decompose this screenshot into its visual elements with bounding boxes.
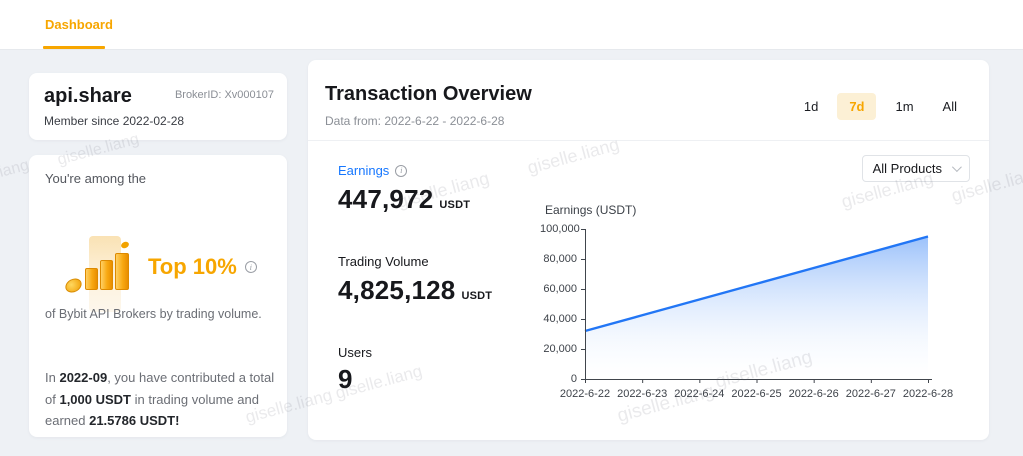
x-axis-tick-label: 2022-6-27 <box>845 388 896 400</box>
stat-value-number: 9 <box>338 364 353 394</box>
member-since: Member since 2022-02-28 <box>44 114 185 128</box>
x-axis-tick-label: 2022-6-22 <box>559 388 611 400</box>
divider <box>308 140 989 141</box>
x-axis-tick-label: 2022-6-26 <box>788 388 839 400</box>
range-button-7d[interactable]: 7d <box>837 93 877 120</box>
tab-dashboard[interactable]: Dashboard <box>43 0 113 49</box>
x-axis-tick-label: 2022-6-23 <box>617 388 668 400</box>
stat-value-number: 447,972 <box>338 184 434 214</box>
y-axis-tick-label: 80,000 <box>543 253 577 265</box>
summary-segment: In <box>45 370 60 385</box>
range-button-1m[interactable]: 1m <box>885 93 923 120</box>
y-axis-tick-label: 40,000 <box>543 313 577 325</box>
time-range-switch: 1d 7d 1m All <box>794 93 967 120</box>
stat-earnings-label[interactable]: Earnings i <box>338 163 488 178</box>
bar-chart-icon <box>115 253 129 290</box>
broker-name: api.share <box>44 85 132 107</box>
stat-users-value: 9 <box>338 364 558 395</box>
area-chart-svg <box>581 229 932 383</box>
stat-trading-volume-label: Trading Volume <box>338 254 488 269</box>
broker-id: BrokerID: Xv000107 <box>174 89 274 101</box>
stat-value-unit: USDT <box>461 290 493 302</box>
product-filter-select[interactable]: All Products <box>861 155 970 182</box>
earnings-line-series <box>584 235 929 333</box>
product-filter-value: All Products <box>872 161 942 176</box>
watermark-text: giselle.liang <box>0 156 31 195</box>
x-axis-tick-label: 2022-6-28 <box>902 388 954 400</box>
x-axis-tick-label: 2022-6-25 <box>731 388 782 400</box>
rank-card: You're among the Top 10% i of Bybit API … <box>29 155 287 437</box>
range-button-all[interactable]: All <box>933 93 967 120</box>
bar-chart-icon <box>100 260 113 290</box>
x-axis-tick-label: 2022-6-24 <box>674 388 725 400</box>
y-axis-tick-label: 0 <box>570 373 577 385</box>
chart-title: Earnings (USDT) <box>545 203 637 217</box>
rank-value: Top 10% <box>148 254 237 279</box>
summary-segment: , you have contributed a total of <box>45 370 275 407</box>
summary-segment: 1,000 USDT <box>59 391 132 407</box>
summary-segment: 2022-09 <box>59 370 108 385</box>
y-axis-tick-label: 60,000 <box>543 283 577 295</box>
stat-users-label: Users <box>338 345 488 360</box>
transaction-overview-card: Transaction Overview Data from: 2022-6-2… <box>308 60 989 440</box>
earnings-chart: Earnings (USDT) 0 20,000 40,000 60,000 80,00… <box>540 200 992 418</box>
stat-value-number: 4,825,128 <box>338 275 456 305</box>
tab-dashboard-label: Dashboard <box>45 17 113 32</box>
rank-caption: of Bybit API Brokers by trading volume. <box>45 307 262 321</box>
stat-label-text: Users <box>338 345 372 360</box>
stat-earnings-value: 447,972 USDT <box>338 184 558 215</box>
rank-line: Top 10% i <box>148 254 257 280</box>
stat-trading-volume-value: 4,825,128 USDT <box>338 275 558 306</box>
y-axis-tick-label: 20,000 <box>543 343 577 355</box>
summary-segment: in trading volume and earned <box>45 391 259 429</box>
date-range-subtitle: Data from: 2022-6-22 - 2022-6-28 <box>325 114 505 128</box>
top-nav: Dashboard <box>0 0 1023 49</box>
stat-label-text: Earnings <box>338 163 390 178</box>
broker-card: api.share BrokerID: Xv000107 Member sinc… <box>29 73 287 140</box>
info-icon[interactable]: i <box>244 261 257 273</box>
stat-label-text: Trading Volume <box>338 254 429 269</box>
rank-intro: You're among the <box>45 171 147 186</box>
contribution-summary: In 2022-09, you have contributed a total… <box>45 367 275 432</box>
page-title: Transaction Overview <box>325 83 532 105</box>
info-icon[interactable]: i <box>395 164 408 177</box>
range-button-1d[interactable]: 1d <box>794 93 828 120</box>
rank-bars-icon <box>53 236 145 312</box>
earnings-area-fill <box>585 236 928 379</box>
stat-value-unit: USDT <box>439 199 471 211</box>
spark-icon <box>120 240 130 250</box>
active-tab-underline <box>43 46 105 49</box>
coin-icon <box>62 275 85 296</box>
chevron-down-icon <box>951 162 962 173</box>
bar-chart-icon <box>85 268 98 290</box>
summary-segment: 21.5786 USDT! <box>89 413 180 428</box>
y-axis-tick-label: 100,000 <box>540 223 580 235</box>
